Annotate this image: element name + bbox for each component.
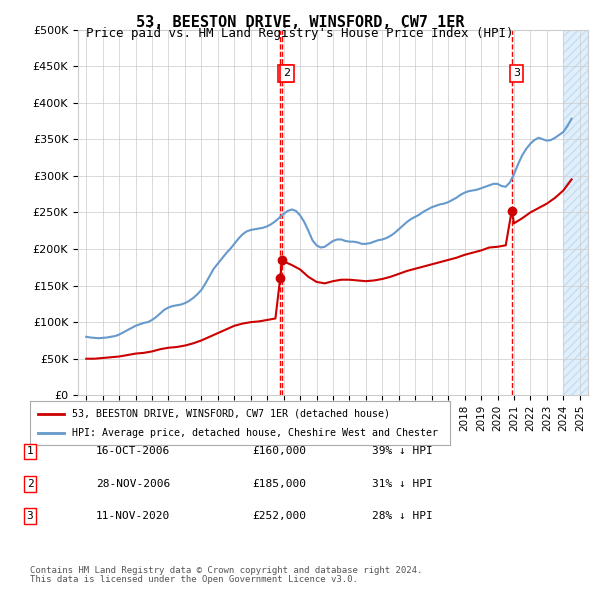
Text: 2: 2 [26, 479, 34, 489]
Text: HPI: Average price, detached house, Cheshire West and Chester: HPI: Average price, detached house, Ches… [72, 428, 438, 438]
Bar [563, 30, 588, 395]
Text: 28-NOV-2006: 28-NOV-2006 [96, 479, 170, 489]
Text: 3: 3 [513, 68, 520, 78]
Text: 3: 3 [26, 512, 34, 521]
Text: 1: 1 [281, 68, 289, 78]
Text: 11-NOV-2020: 11-NOV-2020 [96, 512, 170, 521]
Text: £185,000: £185,000 [252, 479, 306, 489]
Bar [563, 30, 588, 395]
Text: This data is licensed under the Open Government Licence v3.0.: This data is licensed under the Open Gov… [30, 575, 358, 584]
Text: 31% ↓ HPI: 31% ↓ HPI [372, 479, 433, 489]
Text: 16-OCT-2006: 16-OCT-2006 [96, 447, 170, 456]
Text: Contains HM Land Registry data © Crown copyright and database right 2024.: Contains HM Land Registry data © Crown c… [30, 566, 422, 575]
Text: 53, BEESTON DRIVE, WINSFORD, CW7 1ER: 53, BEESTON DRIVE, WINSFORD, CW7 1ER [136, 15, 464, 30]
Text: 1: 1 [26, 447, 34, 456]
Text: 2: 2 [284, 68, 290, 78]
Text: Price paid vs. HM Land Registry's House Price Index (HPI): Price paid vs. HM Land Registry's House … [86, 27, 514, 40]
Text: 39% ↓ HPI: 39% ↓ HPI [372, 447, 433, 456]
Text: 28% ↓ HPI: 28% ↓ HPI [372, 512, 433, 521]
Text: 53, BEESTON DRIVE, WINSFORD, CW7 1ER (detached house): 53, BEESTON DRIVE, WINSFORD, CW7 1ER (de… [72, 409, 390, 418]
Text: £252,000: £252,000 [252, 512, 306, 521]
Text: £160,000: £160,000 [252, 447, 306, 456]
